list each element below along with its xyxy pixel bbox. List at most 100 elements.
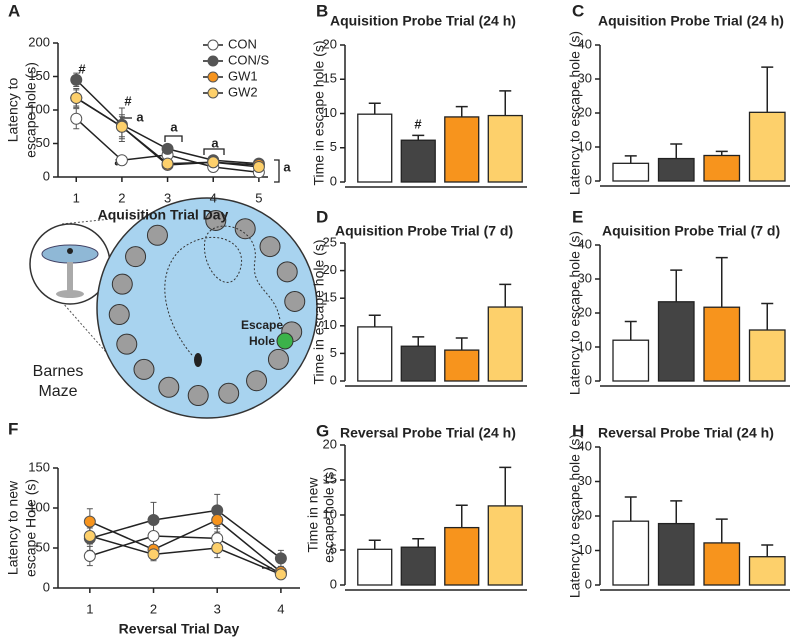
chart-title: Aquisition Probe Trial (7 d) (602, 223, 780, 239)
legend-marker (207, 39, 219, 51)
barnes-maze: Escape Hole Barnes Maze (29, 197, 318, 419)
maze-hole (133, 358, 155, 380)
bar (612, 162, 650, 182)
y-tick-label: 0 (43, 168, 50, 183)
inset-mouse (67, 248, 73, 254)
y-tick-label: 10 (323, 317, 337, 332)
legend-marker (207, 87, 219, 99)
error-bar (368, 314, 381, 327)
point (147, 530, 160, 542)
y-tick-label: 15 (323, 71, 337, 86)
bar (357, 326, 393, 382)
bar (487, 306, 523, 382)
panel-label: B (316, 1, 328, 20)
error-bar (412, 134, 425, 141)
x-tick-label: 3 (164, 190, 171, 205)
series-line (89, 535, 282, 576)
bar (748, 556, 786, 586)
y-tick-label: 40 (578, 438, 592, 453)
series-line (89, 519, 282, 573)
y-tick-label: 0 (585, 576, 592, 591)
legend-marker (207, 55, 219, 67)
mouse (194, 353, 202, 367)
annotation: # (414, 116, 422, 131)
bar (400, 345, 436, 382)
point (274, 552, 287, 565)
y-tick-label: 20 (578, 507, 592, 522)
bar (657, 157, 695, 182)
chart-title: Aquisition Probe Trial (24 h) (598, 13, 784, 29)
x-tick-label: 4 (210, 190, 217, 205)
legend-label: CON/S (228, 52, 270, 67)
error-bar (499, 90, 512, 116)
maze-hole (116, 333, 138, 355)
bar (400, 139, 436, 183)
chart-title: Reversal Probe Trial (24 h) (340, 425, 516, 441)
y-tick-label: 5 (330, 139, 337, 154)
y-axis-label: Time in new (305, 477, 321, 553)
y-tick-label: 150 (28, 68, 50, 83)
maze-label: Barnes (33, 363, 84, 380)
legend-label: CON (228, 36, 257, 51)
annotation: a (211, 135, 219, 150)
y-tick-label: 40 (578, 36, 592, 51)
error-bar (761, 302, 774, 330)
maze-hole (234, 218, 256, 240)
point (252, 160, 265, 173)
bracket (164, 135, 183, 142)
y-tick-label: 100 (28, 499, 50, 514)
point (147, 514, 160, 526)
y-axis-label: Latency to (5, 77, 21, 142)
y-tick-label: 0 (330, 173, 337, 188)
series-line (89, 509, 282, 559)
maze-hole (284, 290, 306, 312)
bar (487, 505, 523, 586)
y-tick-label: 0 (585, 372, 592, 387)
y-tick-label: 25 (323, 234, 337, 249)
point (83, 550, 96, 562)
y-tick-label: 20 (578, 304, 592, 319)
y-tick-label: 0 (330, 372, 337, 387)
point (83, 515, 96, 528)
bar (612, 520, 650, 586)
x-tick-label: 5 (255, 190, 262, 205)
chart-title: Reversal Probe Trial (24 h) (598, 425, 774, 441)
y-tick-label: 15 (323, 471, 337, 486)
point (211, 542, 224, 554)
panel-label: F (8, 419, 18, 438)
y-tick-label: 20 (323, 36, 337, 51)
error-bar (499, 466, 512, 506)
x-tick-label: 2 (118, 190, 125, 205)
error-bar (624, 496, 637, 522)
chart-title: Aquisition Probe Trial (7 d) (335, 223, 513, 239)
maze-hole (205, 209, 227, 231)
y-tick-label: 5 (330, 345, 337, 360)
error-bar (624, 320, 637, 341)
escape-label: Escape (241, 318, 283, 332)
error-bar (670, 143, 683, 159)
x-tick-label: 1 (73, 190, 80, 205)
point (207, 156, 220, 169)
y-axis-label: Time in escape hole (s) (311, 41, 327, 186)
error-bar (670, 500, 683, 524)
bar (487, 114, 523, 183)
y-axis-label: Latency to escape hole (s) (567, 434, 583, 598)
y-tick-label: 0 (43, 579, 50, 594)
bracket (203, 148, 225, 155)
x-tick-label: 1 (86, 601, 93, 616)
x-tick-label: 4 (277, 601, 284, 616)
y-tick-label: 15 (323, 290, 337, 305)
legend-marker (207, 71, 219, 83)
maze-label: Maze (38, 383, 77, 400)
mouse-path (164, 225, 281, 356)
maze-hole (125, 246, 147, 268)
annotation: a (283, 159, 291, 174)
y-tick-label: 20 (578, 104, 592, 119)
bar (444, 526, 480, 586)
error-bar (761, 66, 774, 113)
inset-base (56, 290, 84, 298)
y-tick-label: 30 (578, 473, 592, 488)
y-tick-label: 10 (578, 338, 592, 353)
